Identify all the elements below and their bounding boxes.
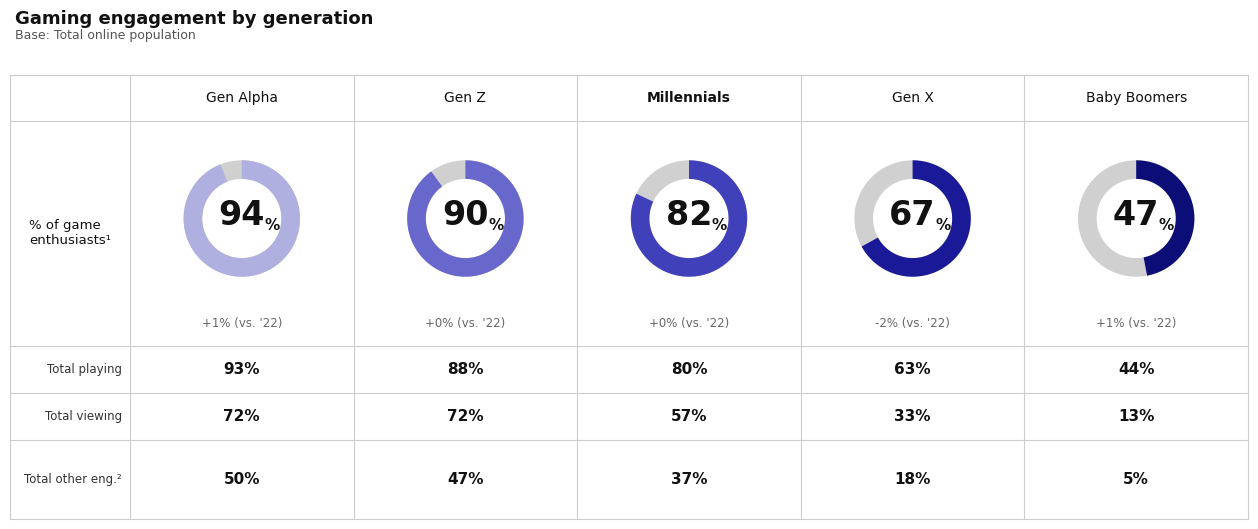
Text: 44%: 44% — [1118, 362, 1155, 377]
Text: Base: Total online population: Base: Total online population — [15, 29, 196, 42]
Text: 33%: 33% — [894, 409, 931, 424]
Text: %: % — [712, 218, 727, 233]
Polygon shape — [184, 160, 299, 277]
Text: 72%: 72% — [447, 409, 484, 424]
Text: 90: 90 — [442, 199, 488, 232]
Text: Total viewing: Total viewing — [45, 410, 122, 423]
Text: Baby Boomers: Baby Boomers — [1086, 91, 1186, 105]
Text: 80%: 80% — [671, 362, 707, 377]
Text: +0% (vs. '22): +0% (vs. '22) — [649, 317, 730, 331]
Text: +0% (vs. '22): +0% (vs. '22) — [425, 317, 506, 331]
Text: Total other eng.²: Total other eng.² — [24, 473, 122, 486]
Text: 37%: 37% — [671, 472, 707, 487]
Text: Gen X: Gen X — [892, 91, 933, 105]
Text: Millennials: Millennials — [647, 91, 731, 105]
Text: %: % — [264, 218, 279, 233]
Text: 5%: 5% — [1123, 472, 1149, 487]
Text: Gen Alpha: Gen Alpha — [206, 91, 278, 105]
Text: % of game
enthusiasts¹: % of game enthusiasts¹ — [29, 220, 111, 248]
Text: 88%: 88% — [447, 362, 483, 377]
Polygon shape — [862, 160, 971, 277]
Text: %: % — [488, 218, 503, 233]
Text: Total playing: Total playing — [47, 363, 122, 376]
Text: +1% (vs. '22): +1% (vs. '22) — [1096, 317, 1176, 331]
Text: +1% (vs. '22): +1% (vs. '22) — [201, 317, 282, 331]
Text: 57%: 57% — [671, 409, 707, 424]
Polygon shape — [854, 160, 971, 277]
Text: Gaming engagement by generation: Gaming engagement by generation — [15, 10, 374, 28]
Text: 63%: 63% — [894, 362, 931, 377]
Text: 13%: 13% — [1118, 409, 1155, 424]
Text: 50%: 50% — [224, 472, 260, 487]
Polygon shape — [630, 160, 747, 277]
Polygon shape — [408, 160, 523, 277]
Text: Gen Z: Gen Z — [444, 91, 487, 105]
Polygon shape — [408, 160, 523, 277]
Polygon shape — [1078, 160, 1194, 277]
Text: %: % — [1159, 218, 1174, 233]
Text: 18%: 18% — [894, 472, 931, 487]
Text: -2% (vs. '22): -2% (vs. '22) — [876, 317, 950, 331]
Polygon shape — [184, 160, 299, 277]
Text: 47%: 47% — [447, 472, 483, 487]
Text: 93%: 93% — [224, 362, 260, 377]
Text: 94: 94 — [219, 199, 265, 232]
Text: 72%: 72% — [224, 409, 260, 424]
FancyBboxPatch shape — [10, 75, 1248, 519]
Text: 82: 82 — [665, 199, 712, 232]
Text: 67: 67 — [889, 199, 936, 232]
Text: 47: 47 — [1113, 199, 1160, 232]
Polygon shape — [1136, 160, 1194, 276]
Text: %: % — [935, 218, 951, 233]
Polygon shape — [630, 160, 747, 277]
